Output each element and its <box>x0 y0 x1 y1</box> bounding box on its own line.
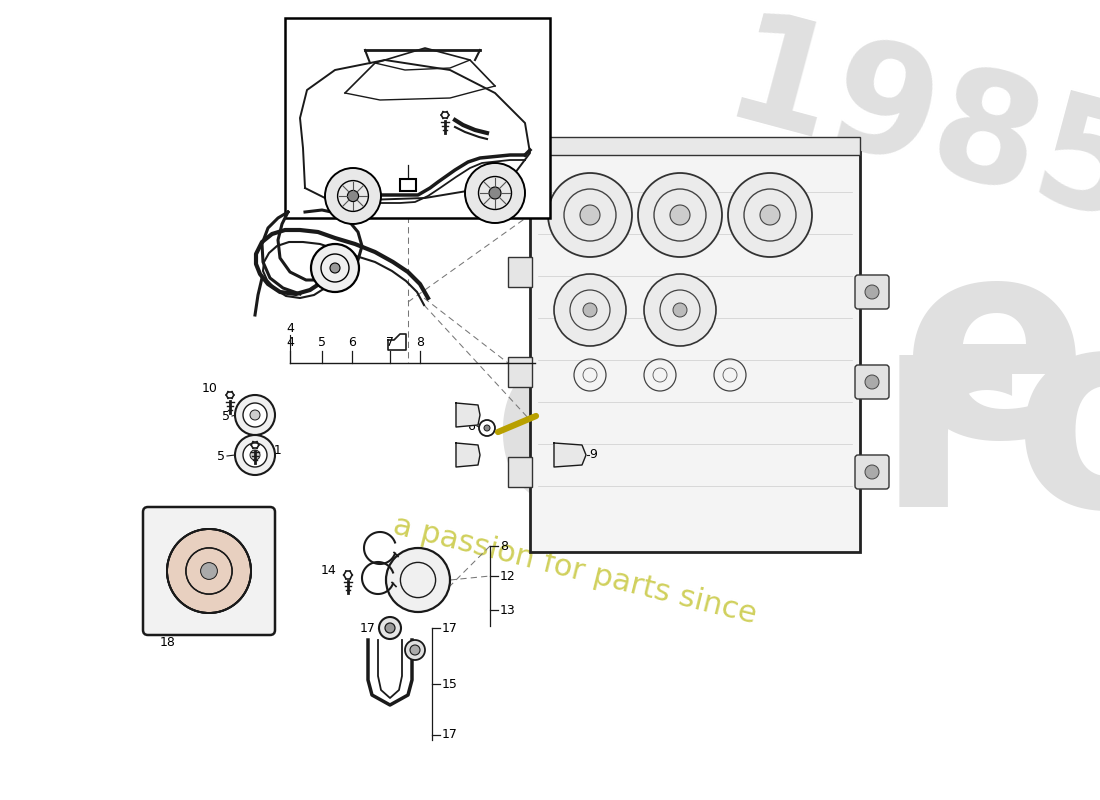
Circle shape <box>379 617 401 639</box>
FancyBboxPatch shape <box>855 365 889 399</box>
Circle shape <box>478 420 495 436</box>
Text: 4: 4 <box>286 322 294 334</box>
Circle shape <box>490 187 500 199</box>
Text: 8: 8 <box>500 539 508 553</box>
Circle shape <box>580 205 600 225</box>
FancyBboxPatch shape <box>855 455 889 489</box>
Text: 9: 9 <box>588 449 597 462</box>
Bar <box>508 357 532 387</box>
Circle shape <box>167 529 251 613</box>
Text: 4: 4 <box>286 337 294 350</box>
Bar <box>508 457 532 487</box>
Text: 17: 17 <box>360 622 376 634</box>
Circle shape <box>311 244 359 292</box>
Text: 14: 14 <box>320 563 336 577</box>
Circle shape <box>330 263 340 273</box>
Text: a passion for parts since: a passion for parts since <box>390 510 760 630</box>
Circle shape <box>554 274 626 346</box>
Circle shape <box>548 173 632 257</box>
Circle shape <box>673 303 688 317</box>
Circle shape <box>760 205 780 225</box>
FancyBboxPatch shape <box>143 507 275 635</box>
Circle shape <box>638 173 722 257</box>
Circle shape <box>250 450 260 460</box>
Bar <box>530 137 860 155</box>
Bar <box>285 18 550 218</box>
Text: 6: 6 <box>348 337 356 350</box>
Text: 7: 7 <box>386 337 394 350</box>
Circle shape <box>200 562 218 579</box>
Circle shape <box>243 403 267 427</box>
Text: 13: 13 <box>500 603 516 617</box>
Circle shape <box>465 163 525 223</box>
Circle shape <box>865 285 879 299</box>
Text: 8: 8 <box>416 337 424 350</box>
Circle shape <box>583 303 597 317</box>
Text: 10: 10 <box>202 382 218 395</box>
Text: 5: 5 <box>222 410 230 422</box>
Text: 1985: 1985 <box>710 3 1100 257</box>
Circle shape <box>348 190 359 202</box>
Circle shape <box>670 205 690 225</box>
Circle shape <box>405 640 425 660</box>
Text: 2: 2 <box>349 251 356 265</box>
FancyBboxPatch shape <box>855 275 889 309</box>
Polygon shape <box>456 403 480 427</box>
Polygon shape <box>554 443 586 467</box>
Text: es: es <box>900 225 1100 495</box>
Text: 15: 15 <box>442 678 458 690</box>
Circle shape <box>484 425 490 431</box>
Text: 1: 1 <box>403 154 410 166</box>
Text: 5: 5 <box>217 450 226 462</box>
Circle shape <box>728 173 812 257</box>
Text: 5: 5 <box>318 337 326 350</box>
Circle shape <box>324 168 381 224</box>
Circle shape <box>235 395 275 435</box>
Text: 11: 11 <box>267 443 283 457</box>
Circle shape <box>385 623 395 633</box>
Text: europ: europ <box>490 295 1100 565</box>
Bar <box>508 257 532 287</box>
Text: 18: 18 <box>160 635 176 649</box>
Text: 3: 3 <box>424 105 431 118</box>
Circle shape <box>386 548 450 612</box>
Circle shape <box>250 410 260 420</box>
Text: 12: 12 <box>500 570 516 582</box>
Circle shape <box>410 645 420 655</box>
Circle shape <box>644 274 716 346</box>
Circle shape <box>865 375 879 389</box>
Bar <box>530 152 860 552</box>
Circle shape <box>243 443 267 467</box>
Text: 17: 17 <box>442 622 458 634</box>
Text: 6: 6 <box>468 419 475 433</box>
Polygon shape <box>456 443 480 467</box>
Circle shape <box>235 435 275 475</box>
Bar <box>400 179 416 191</box>
Circle shape <box>865 465 879 479</box>
Text: 17: 17 <box>442 729 458 742</box>
